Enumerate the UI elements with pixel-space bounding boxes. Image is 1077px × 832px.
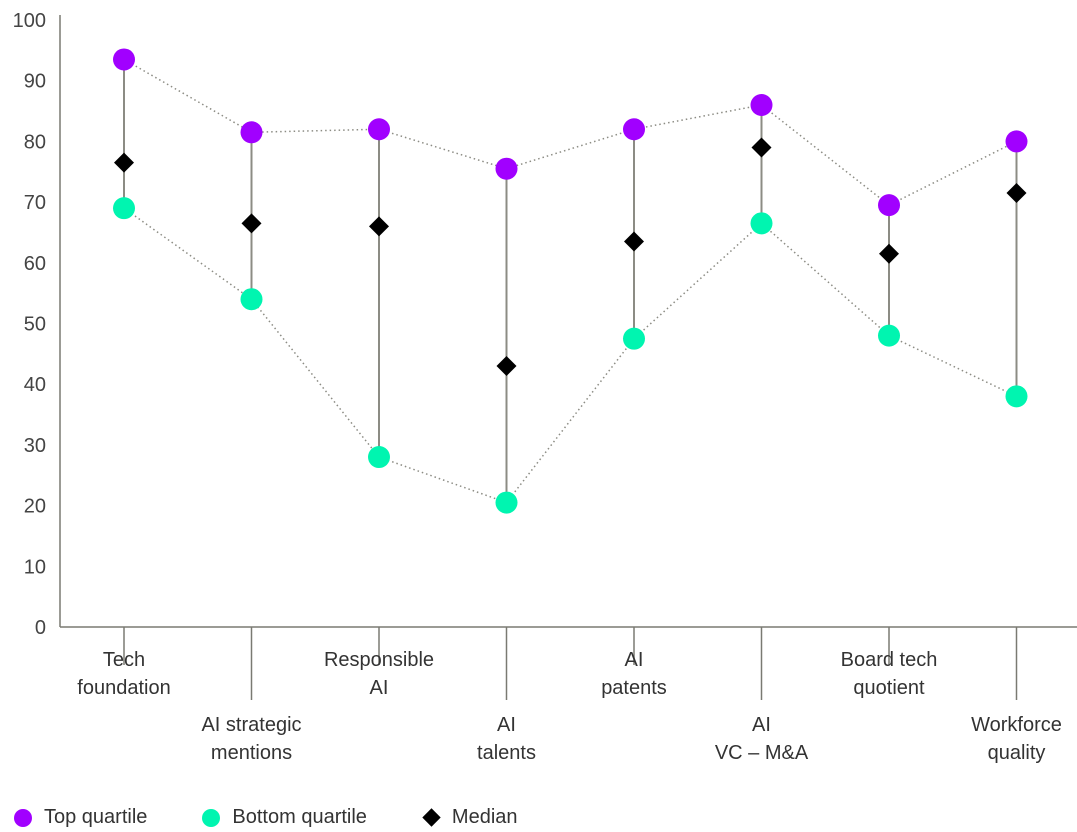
median-point xyxy=(496,355,517,376)
legend-label-median: Median xyxy=(451,806,518,828)
median-point xyxy=(369,216,389,237)
y-tick-label: 60 xyxy=(24,253,46,275)
bottom-quartile-point xyxy=(368,446,390,469)
legend-item-top-quartile: Top quartile xyxy=(14,806,147,829)
top-quartile-swatch xyxy=(14,808,32,827)
top-quartile-point xyxy=(368,118,390,141)
median-point xyxy=(879,243,899,264)
data-marks xyxy=(113,48,1028,514)
category-label: AI strategic xyxy=(201,714,301,736)
top-quartile-point xyxy=(750,93,773,116)
y-tick-label: 70 xyxy=(24,192,46,214)
y-tick-label: 0 xyxy=(35,617,46,639)
bottom-quartile-swatch xyxy=(202,808,221,827)
axes xyxy=(59,15,1077,700)
quartile-connectors xyxy=(123,58,1017,504)
top-quartile-point xyxy=(495,157,518,180)
category-label: foundation xyxy=(77,677,170,699)
category-label: quality xyxy=(988,742,1046,764)
top-quartile-point xyxy=(623,118,645,141)
category-label: Responsible xyxy=(324,649,434,671)
top-quartile-point xyxy=(1005,130,1028,153)
category-label: Workforce xyxy=(971,714,1062,736)
legend: Top quartile Bottom quartile Median xyxy=(14,806,573,829)
bottom-quartile-connector xyxy=(123,207,1017,504)
legend-item-median: Median xyxy=(422,806,518,829)
top-quartile-connector xyxy=(123,58,1017,207)
y-tick-label: 40 xyxy=(24,374,46,396)
median-point xyxy=(624,231,644,252)
top-quartile-point xyxy=(878,194,900,217)
median-point xyxy=(241,213,262,234)
y-tick-label: 80 xyxy=(24,131,46,153)
category-label: AI xyxy=(752,714,771,736)
category-label: Board tech xyxy=(841,649,938,671)
category-label: AI xyxy=(370,677,389,699)
y-tick-label: 10 xyxy=(24,556,46,578)
median-point xyxy=(751,137,772,158)
y-tick-label: 30 xyxy=(24,435,46,457)
y-tick-label: 50 xyxy=(24,314,46,336)
category-label: mentions xyxy=(211,742,292,764)
y-tick-label: 20 xyxy=(24,496,46,518)
category-label: talents xyxy=(477,742,536,764)
bottom-quartile-point xyxy=(240,288,263,311)
category-label: Tech xyxy=(103,649,145,671)
category-label: AI xyxy=(497,714,516,736)
y-tick-label: 100 xyxy=(13,10,46,32)
legend-label-top-quartile: Top quartile xyxy=(44,806,148,828)
y-axis-ticks: 0 10 20 30 40 50 60 70 80 90 100 xyxy=(13,10,46,639)
chart: 0 10 20 30 40 50 60 70 80 90 100 Tech foundation AI … xyxy=(13,10,1077,764)
legend-label-bottom-quartile: Bottom quartile xyxy=(232,806,367,828)
bottom-quartile-point xyxy=(495,491,518,514)
median-point xyxy=(114,152,134,173)
bottom-quartile-point xyxy=(1005,385,1028,408)
category-label: quotient xyxy=(853,677,925,699)
legend-item-bottom-quartile: Bottom quartile xyxy=(202,806,367,829)
bottom-quartile-point xyxy=(750,212,773,235)
bottom-quartile-point xyxy=(113,197,135,220)
median-swatch xyxy=(422,808,441,827)
y-tick-label: 90 xyxy=(24,71,46,93)
top-quartile-point xyxy=(240,121,263,144)
median-point xyxy=(1006,182,1027,203)
bottom-quartile-point xyxy=(878,324,900,347)
bottom-quartile-point xyxy=(623,327,645,350)
category-label: AI xyxy=(625,649,644,671)
category-label: patents xyxy=(601,677,667,699)
top-quartile-point xyxy=(113,48,135,71)
category-labels: Tech foundation AI strategic mentions Respon… xyxy=(77,649,1062,764)
category-label: VC – M&A xyxy=(715,742,809,764)
